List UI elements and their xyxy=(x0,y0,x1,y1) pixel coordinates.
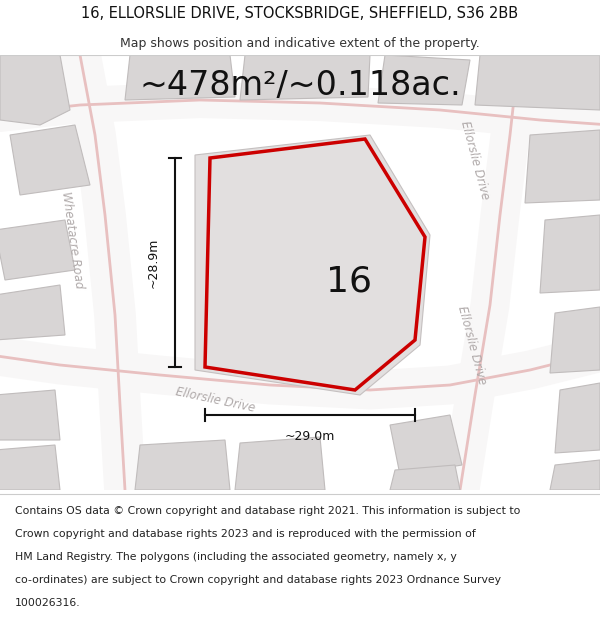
Polygon shape xyxy=(135,440,230,490)
Polygon shape xyxy=(540,215,600,293)
Text: Contains OS data © Crown copyright and database right 2021. This information is : Contains OS data © Crown copyright and d… xyxy=(15,506,520,516)
Polygon shape xyxy=(0,445,60,490)
Text: 100026316.: 100026316. xyxy=(15,598,80,608)
Polygon shape xyxy=(390,415,462,475)
Polygon shape xyxy=(378,55,470,105)
Text: Wheatacre Road: Wheatacre Road xyxy=(59,191,85,289)
Text: 16, ELLORSLIE DRIVE, STOCKSBRIDGE, SHEFFIELD, S36 2BB: 16, ELLORSLIE DRIVE, STOCKSBRIDGE, SHEFF… xyxy=(82,6,518,21)
Polygon shape xyxy=(240,55,370,100)
Polygon shape xyxy=(0,55,70,125)
Text: Ellorslie Drive: Ellorslie Drive xyxy=(174,385,256,415)
Text: 16: 16 xyxy=(326,265,372,299)
Polygon shape xyxy=(0,285,65,340)
Polygon shape xyxy=(550,460,600,490)
Text: Crown copyright and database rights 2023 and is reproduced with the permission o: Crown copyright and database rights 2023… xyxy=(15,529,476,539)
Polygon shape xyxy=(0,390,60,440)
Text: ~478m²/~0.118ac.: ~478m²/~0.118ac. xyxy=(139,69,461,101)
Text: HM Land Registry. The polygons (including the associated geometry, namely x, y: HM Land Registry. The polygons (includin… xyxy=(15,552,457,562)
Polygon shape xyxy=(390,465,460,490)
Text: ~29.0m: ~29.0m xyxy=(285,431,335,444)
Polygon shape xyxy=(475,55,600,110)
Text: ~28.9m: ~28.9m xyxy=(146,238,160,288)
Text: Map shows position and indicative extent of the property.: Map shows position and indicative extent… xyxy=(120,38,480,51)
Polygon shape xyxy=(195,135,430,395)
Polygon shape xyxy=(525,130,600,203)
Text: Ellorslie Drive: Ellorslie Drive xyxy=(458,119,492,201)
Polygon shape xyxy=(0,220,75,280)
Polygon shape xyxy=(550,307,600,373)
Polygon shape xyxy=(235,437,325,490)
Polygon shape xyxy=(555,383,600,453)
Text: Ellorslie Drive: Ellorslie Drive xyxy=(455,304,489,386)
Text: co-ordinates) are subject to Crown copyright and database rights 2023 Ordnance S: co-ordinates) are subject to Crown copyr… xyxy=(15,575,501,585)
Polygon shape xyxy=(125,55,235,100)
Polygon shape xyxy=(10,125,90,195)
